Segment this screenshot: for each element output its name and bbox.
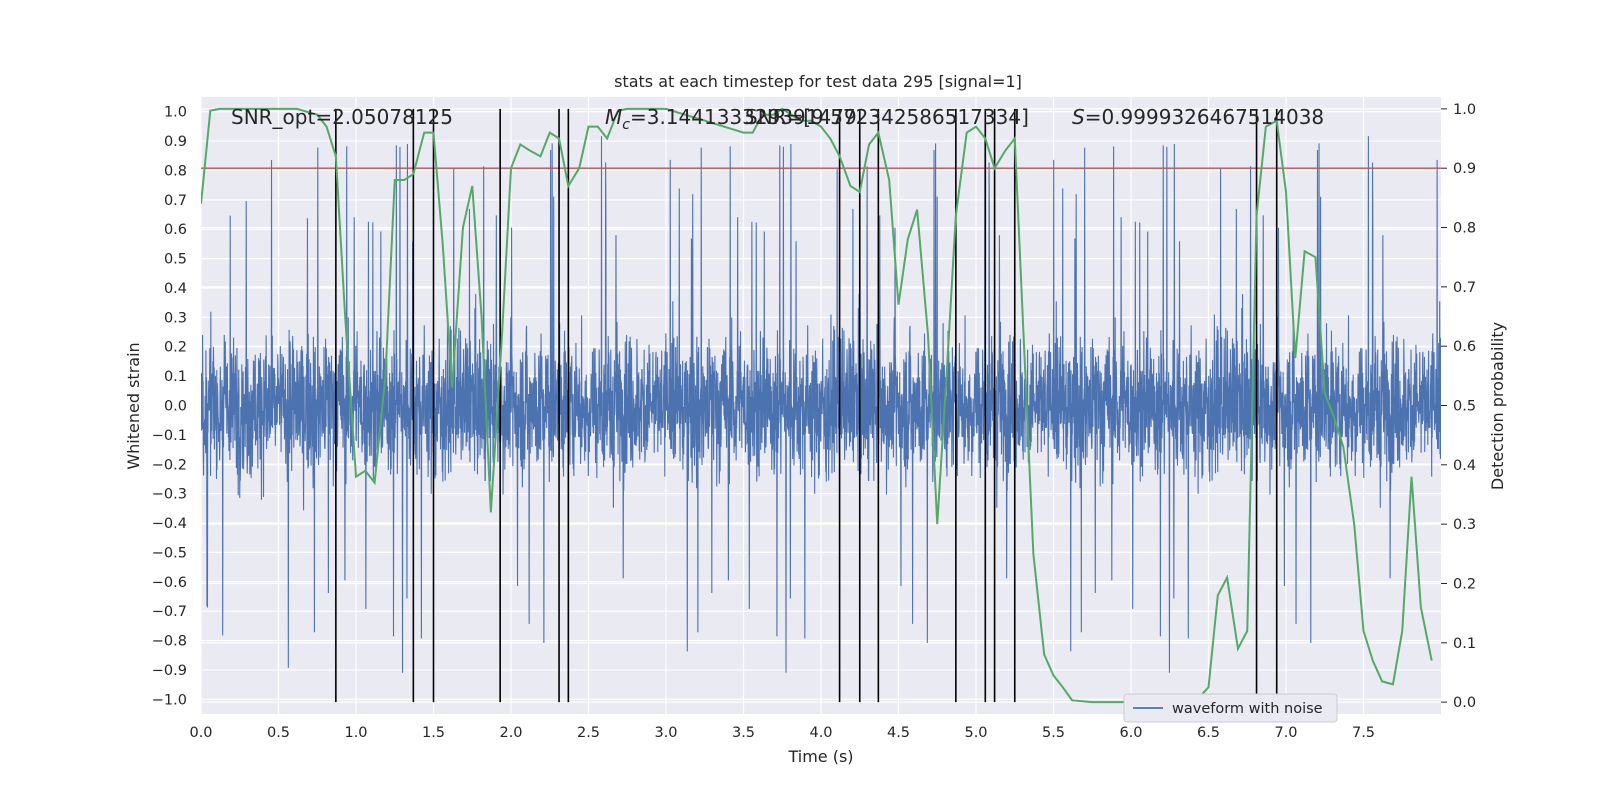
y2-tick-label: 0.9 (1453, 161, 1476, 177)
x-tick-label: 4.5 (887, 725, 910, 741)
x-tick-label: 2.5 (577, 725, 600, 741)
y-axis-label: Whitened strain (124, 342, 143, 469)
x-tick-label: 7.0 (1274, 725, 1297, 741)
y-tick-label: −0.8 (152, 634, 187, 650)
legend-box (1123, 693, 1338, 723)
y-tick-label: 0.0 (164, 399, 187, 415)
waveform-line (201, 136, 1441, 673)
y2-tick-label: 0.2 (1453, 576, 1476, 592)
y2-tick-label: 0.3 (1453, 517, 1476, 533)
y-tick-label: 0.7 (164, 193, 187, 209)
x-tick-label: 0.5 (267, 725, 290, 741)
y-tick-label: −0.3 (152, 487, 187, 503)
legend: waveform with noise (1123, 693, 1338, 723)
annotation-chirp-mass: Mc=3.144133329391479 (605, 105, 857, 133)
y-tick-label: −0.4 (152, 516, 187, 532)
y2-tick-label: 1.0 (1453, 102, 1476, 118)
annotation-statistic: S=0.9999326467514038 (1072, 105, 1324, 129)
x-tick-label: 0.0 (189, 725, 212, 741)
y-tick-label: 0.6 (164, 222, 187, 238)
statistic-value: =0.9999326467514038 (1085, 105, 1324, 129)
x-tick-label: 7.5 (1352, 725, 1375, 741)
y-tick-label: 1.0 (164, 105, 187, 121)
y-tick-label: −0.2 (152, 457, 187, 473)
chirp-mass-subscript: c (622, 117, 630, 133)
y-tick-label: −0.9 (152, 663, 187, 679)
probability-series (201, 107, 1433, 704)
annotation-snr-opt: SNR_opt=2.05078125 (231, 105, 453, 129)
y-tick-label: 0.5 (164, 252, 187, 268)
y2-axis-ticks: 1.0 0.9 0.8 0.7 0.6 0.5 0.4 0.3 0.2 0.1 0.0 (1441, 102, 1476, 711)
chirp-mass-value: =3.144133329391479 (630, 105, 857, 129)
y-tick-label: 0.3 (164, 310, 187, 326)
y-tick-label: 0.2 (164, 340, 187, 356)
y2-tick-label: 0.1 (1453, 636, 1476, 652)
x-axis-label: Time (s) (787, 747, 853, 766)
x-tick-label: 3.0 (654, 725, 677, 741)
x-tick-label: 5.5 (1042, 725, 1065, 741)
y-tick-label: −1.0 (152, 692, 187, 708)
y-tick-label: 0.1 (164, 369, 187, 385)
y-tick-label: −0.7 (152, 604, 187, 620)
y2-tick-label: 0.8 (1453, 221, 1476, 237)
event-lines (335, 108, 1278, 703)
y-tick-label: −0.1 (152, 428, 187, 444)
probability-line (201, 107, 1433, 704)
x-axis-ticks: 0.0 0.5 1.0 1.5 2.0 2.5 3.0 3.5 4.0 4.5 5.0 5.5 6.0 6… (189, 725, 1375, 741)
x-tick-label: 3.5 (732, 725, 755, 741)
y2-tick-label: 0.0 (1453, 695, 1476, 711)
annotation-snr: SNR=[9.572342586517334] (745, 105, 1029, 129)
y-tick-label: −0.5 (152, 545, 187, 561)
x-tick-label: 1.5 (422, 725, 445, 741)
y2-axis-label: Detection probability (1488, 322, 1507, 490)
x-tick-label: 6.0 (1119, 725, 1142, 741)
x-tick-label: 5.0 (964, 725, 987, 741)
waveform-series (201, 136, 1441, 673)
x-tick-label: 2.0 (499, 725, 522, 741)
legend-label: waveform with noise (1172, 701, 1323, 717)
y-tick-label: 0.4 (164, 281, 187, 297)
x-tick-label: 6.5 (1197, 725, 1220, 741)
chirp-mass-symbol: M (605, 105, 622, 129)
y-axis-ticks: 1.0 0.9 0.8 0.7 0.6 0.5 0.4 0.3 0.2 0.1 0.0 −0.1 −0.… (152, 105, 187, 709)
y-tick-label: 0.9 (164, 134, 187, 150)
x-tick-label: 1.0 (344, 725, 367, 741)
y2-tick-label: 0.6 (1453, 339, 1476, 355)
y2-tick-label: 0.5 (1453, 399, 1476, 415)
y-tick-label: 0.8 (164, 163, 187, 179)
chart-title: stats at each timestep for test data 295… (614, 72, 1022, 91)
x-tick-label: 4.0 (809, 725, 832, 741)
y2-tick-label: 0.4 (1453, 458, 1476, 474)
y2-tick-label: 0.7 (1453, 280, 1476, 296)
y-tick-label: −0.6 (152, 575, 187, 591)
statistic-symbol: S (1072, 105, 1085, 129)
